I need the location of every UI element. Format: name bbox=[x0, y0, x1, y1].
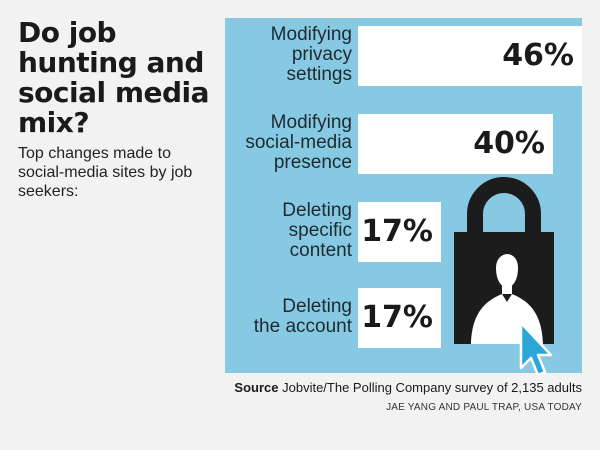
bar-value-label: 17% bbox=[361, 300, 433, 335]
source-text: Jobvite/The Polling Company survey of 2,… bbox=[282, 380, 582, 395]
bar-category-label: Modifying privacy settings bbox=[270, 24, 352, 85]
source-note: Source Jobvite/The Polling Company surve… bbox=[234, 380, 582, 395]
bar-value-label: 40% bbox=[473, 126, 545, 161]
bar-value-label: 46% bbox=[502, 38, 574, 73]
bar: 40% bbox=[358, 114, 553, 174]
bar: 17% bbox=[358, 288, 441, 348]
bar-category-label: Deleting the account bbox=[253, 296, 352, 337]
chart-subtitle: Top changes made to social-media sites b… bbox=[18, 145, 193, 200]
source-prefix: Source bbox=[234, 380, 279, 395]
chart-title: Do job hunting and social media mix? bbox=[18, 16, 210, 139]
bar: 17% bbox=[358, 202, 441, 262]
padlock-icon bbox=[454, 177, 554, 377]
credit-line: JAE YANG AND PAUL TRAP, USA TODAY bbox=[386, 402, 582, 413]
bar-category-label: Deleting specific content bbox=[282, 200, 352, 261]
bar: 46% bbox=[358, 26, 582, 86]
bar-category-label: Modifying social-media presence bbox=[245, 112, 352, 173]
cursor-arrow-icon bbox=[519, 321, 553, 377]
bar-value-label: 17% bbox=[361, 214, 433, 249]
